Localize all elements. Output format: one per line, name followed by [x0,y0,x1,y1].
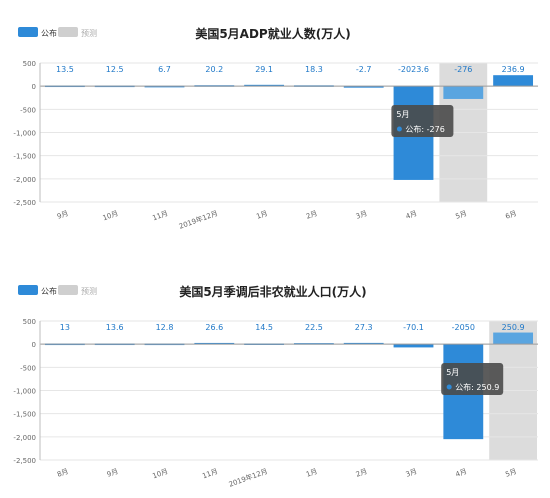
x-tick-label: 10月 [102,209,120,222]
tooltip-value: 公布: -276 [405,124,444,134]
y-tick-label: -1,500 [13,411,36,419]
y-tick-label: -2,000 [13,434,36,442]
chart-svg: 公布 预测 美国5月季调后非农就业人口(万人) 500 0 -500 -1,000 -1,50… [13,284,538,489]
x-tick-label: 2019年12月 [178,208,219,230]
bar [393,344,434,348]
legend-label-published: 公布 [41,286,57,296]
tooltip-marker [396,126,402,132]
data-label: 13.5 [56,65,74,74]
y-tick-label: -500 [20,364,36,372]
legend: 公布 预测 [18,285,97,296]
x-tick-label: 5月 [454,209,468,220]
bar [343,86,384,88]
tooltip-marker [446,384,452,390]
legend-swatch-published [18,285,38,295]
chart-title: 美国5月季调后非农就业人口(万人) [179,284,366,299]
x-tick-label: 2月 [355,467,369,478]
legend: 公布 预测 [18,27,97,38]
y-tick-label: 500 [23,60,36,68]
x-tick-label: 11月 [201,467,219,480]
x-tick-label: 8月 [56,467,70,478]
bar [443,86,484,99]
data-label: -2050 [452,323,475,332]
nonfarm-chart: 公布 预测 美国5月季调后非农就业人口(万人) 500 0 -500 -1,000 -1,50… [0,258,550,498]
data-label: 14.5 [255,323,273,332]
data-label: -2.7 [356,65,372,74]
data-label: -70.1 [403,323,424,332]
x-tick-label: 3月 [405,467,419,478]
y-tick-label: 0 [32,83,36,91]
tooltip-box [441,363,504,395]
data-label: 13.6 [106,323,124,332]
legend-swatch-forecast [58,27,78,37]
x-tick-label: 10月 [151,467,169,480]
tooltip-title: 5月 [446,368,459,377]
data-label: 26.6 [205,323,223,332]
legend-swatch-forecast [58,285,78,295]
data-label: -276 [454,65,472,74]
x-tick-label: 11月 [151,209,169,222]
y-tick-label: 500 [23,318,36,326]
tooltip-box [391,105,454,137]
bar [493,75,534,87]
x-tick-label: 9月 [56,209,70,220]
data-label: 12.5 [106,65,124,74]
x-tick-label: 4月 [454,467,468,478]
x-tick-label: 9月 [106,467,120,478]
y-tick-label: 0 [32,341,36,349]
legend-swatch-published [18,27,38,37]
data-label: 12.8 [156,323,174,332]
y-tick-label: -2,000 [13,176,36,184]
x-tick-label: 2月 [305,209,319,220]
y-tick-label: -1,500 [13,153,36,161]
data-label: 250.9 [502,323,525,332]
y-tick-label: -1,000 [13,130,36,138]
legend-label-forecast: 预测 [81,28,97,38]
bar [343,342,384,345]
data-label: -2023.6 [398,65,429,74]
data-label: 22.5 [305,323,323,332]
legend-label-published: 公布 [41,28,57,38]
y-tick-label: -2,500 [13,199,36,207]
x-tick-label: 1月 [305,467,319,478]
bar [244,84,285,87]
legend-label-forecast: 预测 [81,286,97,296]
data-label: 20.2 [205,65,223,74]
x-tick-label: 1月 [255,209,269,220]
bar [493,332,534,345]
x-tick-label: 6月 [504,209,518,220]
x-tick-label: 2019年12月 [227,466,268,488]
chart-title: 美国5月ADP就业人数(万人) [195,26,350,41]
y-tick-label: -1,000 [13,388,36,396]
data-label: 6.7 [158,65,171,74]
tooltip-value: 公布: 250.9 [455,382,499,392]
x-tick-label: 4月 [405,209,419,220]
data-label: 18.3 [305,65,323,74]
x-tick-label: 5月 [504,467,518,478]
data-label: 29.1 [255,65,273,74]
adp-chart: 公布 预测 美国5月ADP就业人数(万人) 500 0 -500 -1,000 -1,500 -… [0,0,550,240]
y-tick-label: -2,500 [13,457,36,465]
data-label: 13 [60,323,70,332]
data-label: 27.3 [355,323,373,332]
chart-svg: 公布 预测 美国5月ADP就业人数(万人) 500 0 -500 -1,000 -1,500 -… [13,26,538,231]
tooltip-title: 5月 [396,110,409,119]
x-tick-label: 3月 [355,209,369,220]
data-label: 236.9 [502,65,525,74]
y-tick-label: -500 [20,106,36,114]
